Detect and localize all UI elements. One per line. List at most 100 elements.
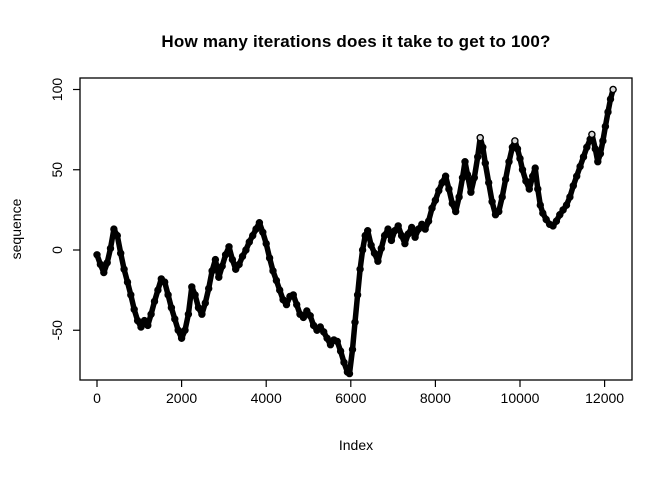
series-point <box>594 158 602 166</box>
series-point <box>455 193 463 201</box>
series-point <box>441 172 450 180</box>
series-point <box>103 259 111 267</box>
series-point <box>323 334 331 342</box>
series-point <box>461 158 469 166</box>
series-point <box>463 170 472 179</box>
open-marker <box>588 130 596 139</box>
series-point <box>150 297 159 306</box>
series-point <box>397 231 406 240</box>
series-point <box>479 143 487 152</box>
series-point <box>411 233 419 241</box>
series-point <box>272 276 281 285</box>
series-point <box>573 172 581 180</box>
series-point <box>194 304 203 312</box>
x-tick-label: 0 <box>93 390 101 406</box>
series-point <box>380 231 389 240</box>
series-point <box>435 186 443 195</box>
series-point <box>438 178 446 187</box>
series-point <box>367 241 375 249</box>
series-point <box>401 239 409 248</box>
series-point <box>218 262 226 270</box>
series-point <box>421 225 429 233</box>
series-point <box>579 153 588 161</box>
series-point <box>269 267 277 275</box>
series-point <box>221 251 230 259</box>
series-point <box>174 326 182 334</box>
series-point <box>501 175 510 184</box>
series-point <box>133 316 142 325</box>
series-point <box>384 225 392 233</box>
series-point <box>606 95 615 103</box>
series-point <box>591 145 599 153</box>
x-tick-label: 2000 <box>166 390 197 406</box>
series-point <box>601 122 610 131</box>
series-point <box>262 239 270 248</box>
series-point <box>485 178 493 187</box>
series-point <box>452 207 460 216</box>
series-point <box>127 291 135 299</box>
x-tick-label: 10000 <box>501 390 540 406</box>
final-point-marker <box>609 85 617 94</box>
series-point <box>100 268 108 277</box>
series-point <box>245 238 254 246</box>
series-point <box>424 217 433 225</box>
series-point <box>356 265 364 273</box>
series-point <box>167 304 176 312</box>
series-point <box>488 198 496 206</box>
series-point <box>320 328 328 336</box>
y-tick-label: -50 <box>49 320 65 340</box>
series-point <box>106 244 115 253</box>
series-point <box>228 255 237 264</box>
x-tick-label: 6000 <box>335 390 366 406</box>
series-point <box>232 265 240 273</box>
series-point <box>358 246 367 254</box>
series-point <box>340 358 348 367</box>
open-marker <box>511 137 519 145</box>
series-point <box>387 236 396 245</box>
y-tick-label: 100 <box>49 78 65 102</box>
x-tick-label: 4000 <box>251 390 282 406</box>
series-point <box>171 315 179 323</box>
series-point <box>242 246 250 254</box>
series-point <box>470 174 478 182</box>
series-point <box>110 225 118 233</box>
y-tick-label: 0 <box>49 246 65 254</box>
series-point <box>599 137 607 145</box>
y-tick-label: 50 <box>49 162 65 178</box>
series-point <box>191 291 199 299</box>
series-point <box>481 159 489 168</box>
series-point <box>505 158 513 166</box>
series-point <box>137 323 145 331</box>
series-point <box>289 291 297 299</box>
series-point <box>259 228 267 237</box>
series-point <box>394 222 402 230</box>
series-point <box>201 299 210 307</box>
series-point <box>445 185 453 193</box>
series-point <box>569 182 577 190</box>
series-point <box>467 188 475 196</box>
series-point <box>525 185 533 193</box>
series-point <box>431 196 440 204</box>
series-point <box>518 166 527 174</box>
series-point <box>144 321 152 330</box>
series-point <box>583 143 591 152</box>
series-point <box>377 244 385 253</box>
series-point <box>154 286 162 294</box>
series-point <box>534 185 542 193</box>
series-point <box>205 284 213 293</box>
series-point <box>336 347 345 355</box>
series-point <box>96 260 105 269</box>
series-point <box>255 219 264 227</box>
series-point <box>498 193 506 201</box>
y-axis-label: sequence <box>8 198 24 260</box>
series-path <box>94 86 616 377</box>
series-point <box>516 154 524 163</box>
series-point <box>161 278 169 286</box>
series-point <box>562 201 571 209</box>
x-tick-label: 8000 <box>420 390 451 406</box>
x-tick-label: 12000 <box>585 390 624 406</box>
series-point <box>513 145 522 153</box>
series-point <box>123 278 132 286</box>
series-point <box>293 300 301 309</box>
